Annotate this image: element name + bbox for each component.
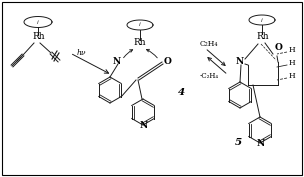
Text: hν: hν <box>77 49 87 57</box>
Text: Rh: Rh <box>133 38 146 47</box>
Text: O: O <box>275 43 283 52</box>
Text: i: i <box>261 18 263 22</box>
Text: i: i <box>139 22 141 27</box>
Text: H: H <box>289 59 295 67</box>
Text: 4: 4 <box>178 88 185 97</box>
Text: i: i <box>37 19 39 24</box>
Text: O: O <box>164 57 172 66</box>
Text: N: N <box>140 121 148 130</box>
Text: -C₂H₄: -C₂H₄ <box>200 72 219 80</box>
Text: N: N <box>113 57 121 66</box>
Text: 5: 5 <box>235 138 242 147</box>
Text: H: H <box>289 72 295 80</box>
Text: Rh: Rh <box>256 32 269 41</box>
Text: C₂H₄: C₂H₄ <box>200 40 219 48</box>
Text: H: H <box>289 46 295 54</box>
Text: N: N <box>257 139 265 148</box>
Text: N: N <box>236 57 244 66</box>
Text: Rh: Rh <box>32 32 45 41</box>
